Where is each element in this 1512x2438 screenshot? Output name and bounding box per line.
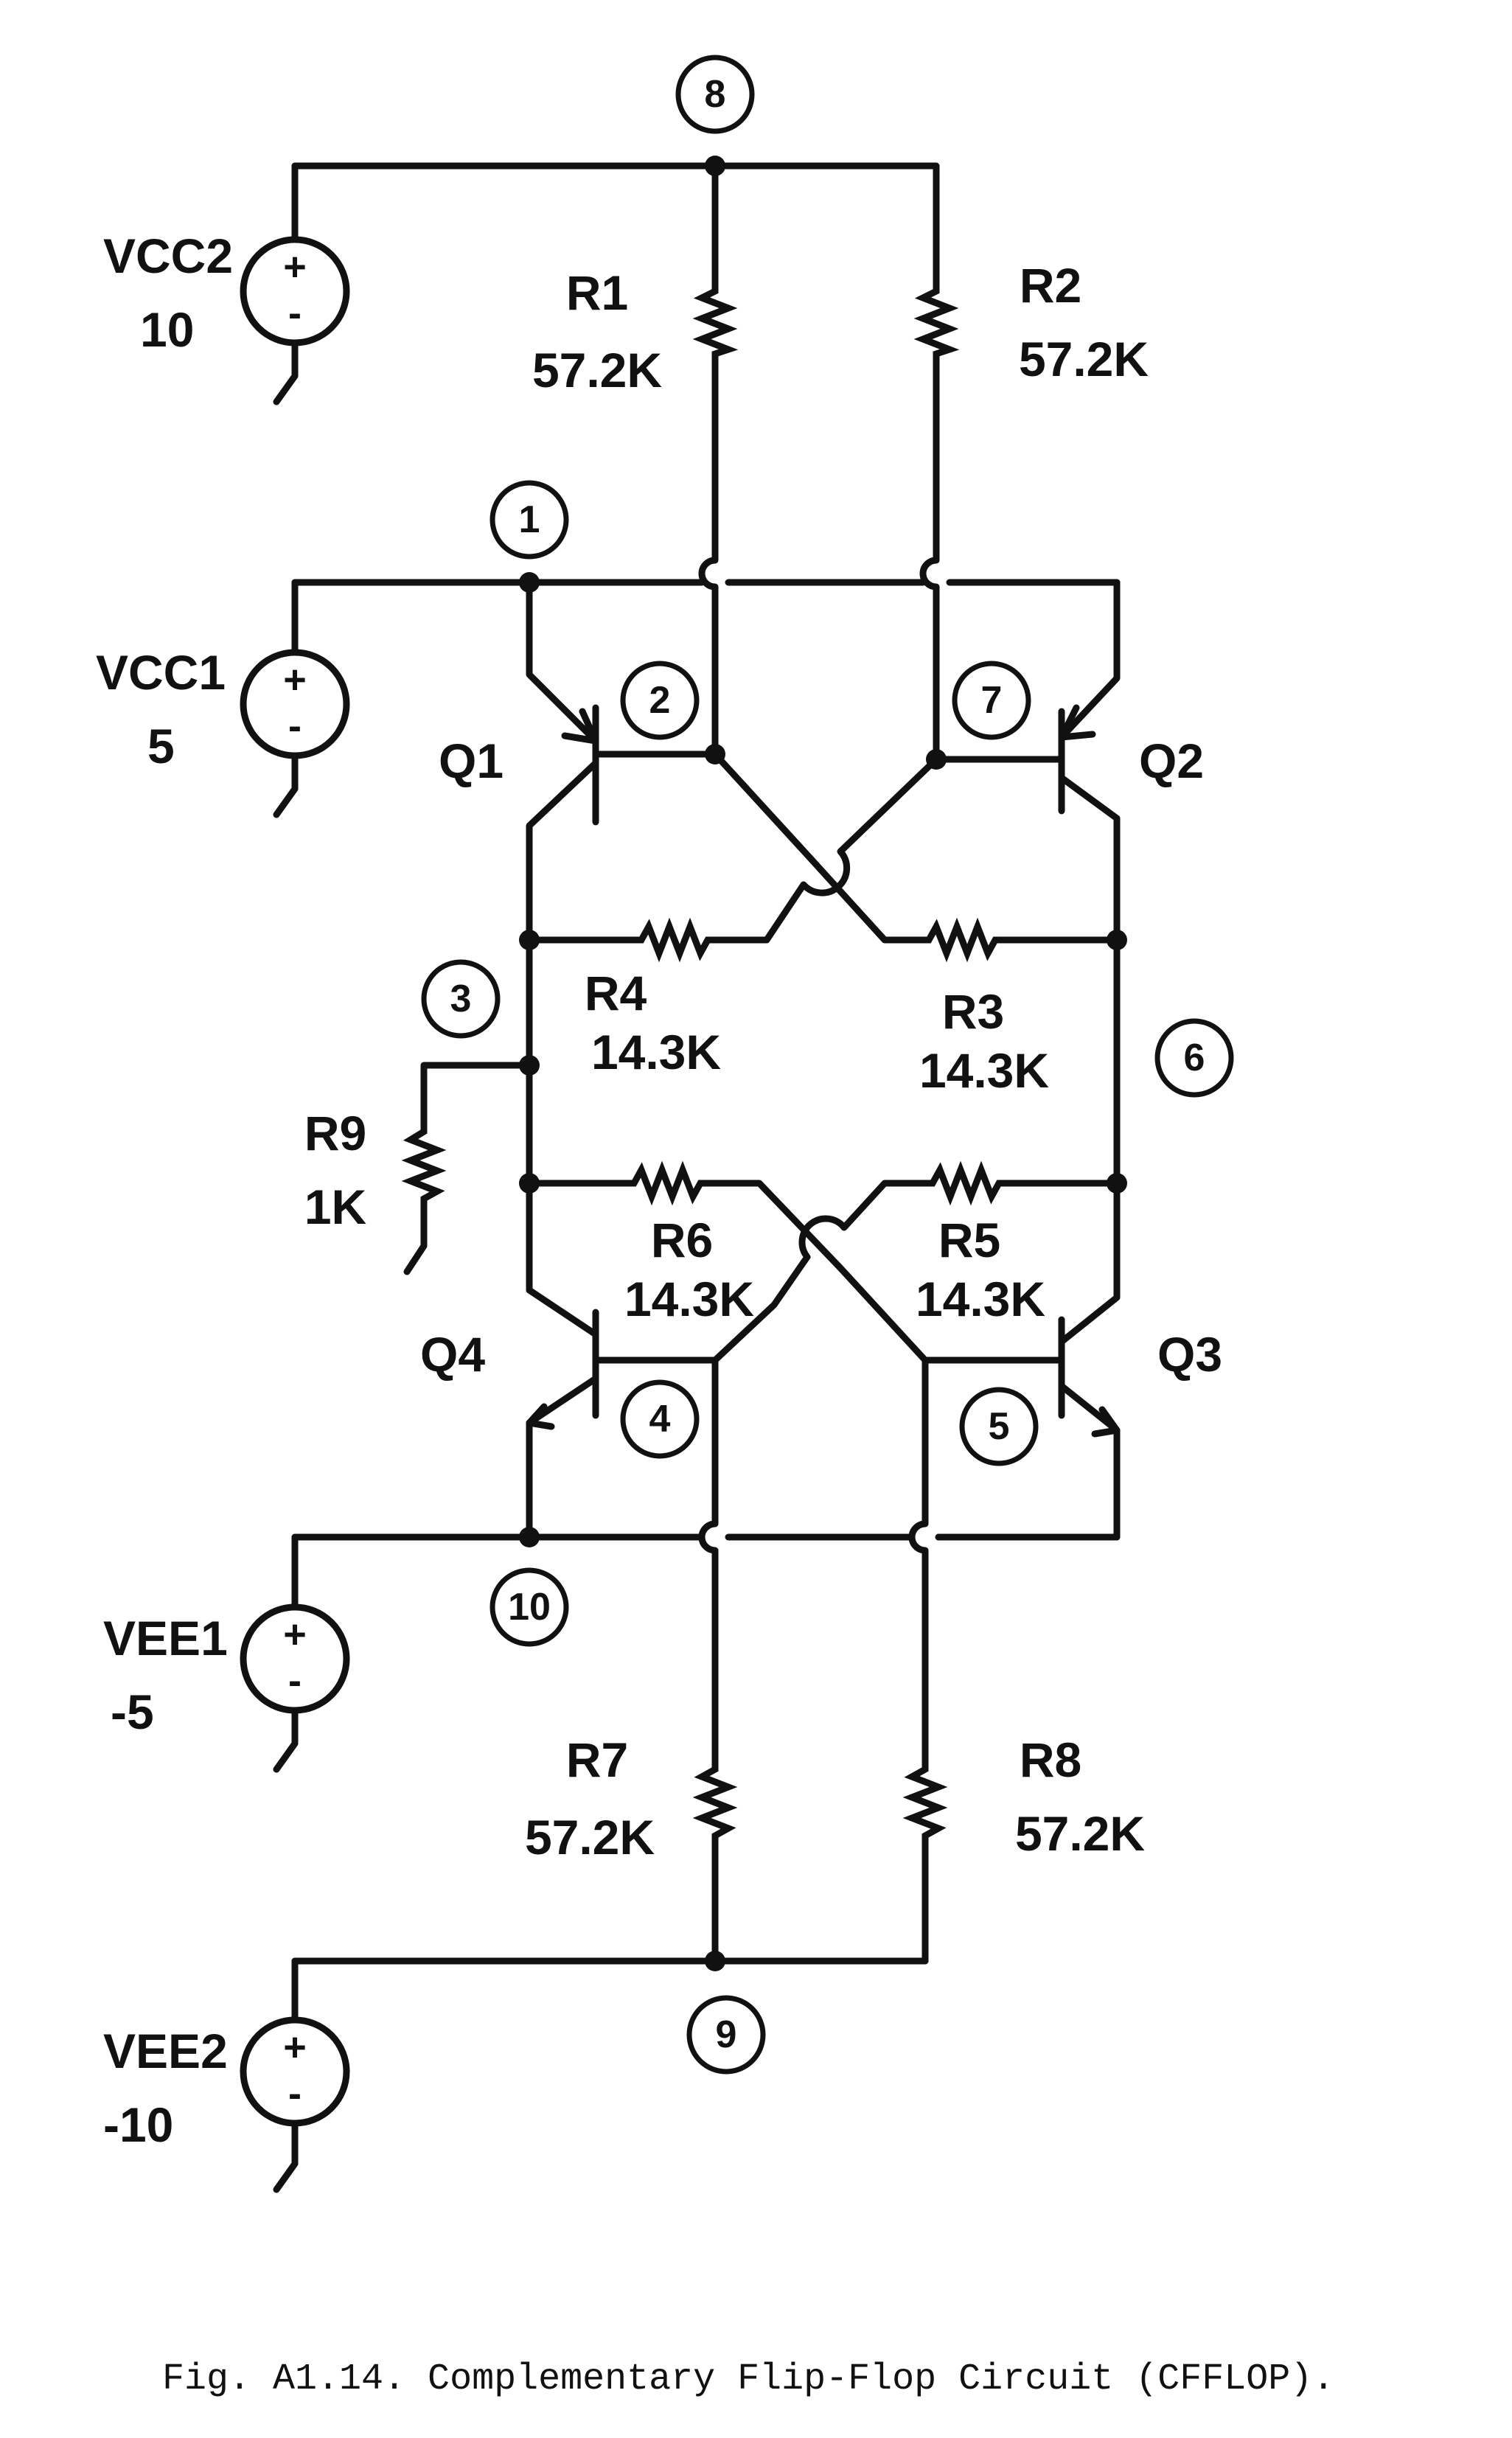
node-7-label: 7 — [952, 661, 1031, 740]
vee1-source-icon: + - — [240, 1603, 350, 1714]
vee1-value: -5 — [111, 1685, 154, 1739]
vee2-name: VEE2 — [103, 2024, 228, 2078]
node-9-label: 9 — [686, 1995, 766, 2075]
svg-text:-: - — [288, 2072, 302, 2116]
vcc1-value: 5 — [147, 719, 175, 773]
r6-name: R6 — [651, 1213, 713, 1267]
r7-value: 57.2K — [525, 1810, 655, 1864]
figure-caption: Fig. A1.14. Complementary Flip-Flop Circ… — [162, 2358, 1334, 2400]
q2-label: Q2 — [1139, 734, 1204, 788]
r8-value: 57.2K — [1015, 1806, 1145, 1861]
r6-value: 14.3K — [624, 1272, 754, 1326]
node-1-label: 1 — [490, 480, 569, 560]
resistor-symbols — [401, 284, 1014, 1843]
svg-text:+: + — [283, 1612, 307, 1657]
node-4-label: 4 — [620, 1379, 700, 1459]
q4-emitter-arrow-icon — [526, 1403, 555, 1430]
r7-name: R7 — [566, 1732, 628, 1787]
node-6-label: 6 — [1154, 1018, 1234, 1098]
vcc2-source-icon: + - — [240, 236, 350, 346]
svg-text:-: - — [288, 704, 302, 748]
r2-zigzag-icon — [913, 284, 960, 358]
r9-zigzag-icon — [401, 1124, 447, 1209]
vcc1-name: VCC1 — [96, 645, 226, 700]
svg-text:8: 8 — [705, 73, 726, 116]
svg-text:3: 3 — [450, 978, 472, 1020]
svg-text:2: 2 — [649, 679, 671, 722]
svg-text:6: 6 — [1184, 1037, 1205, 1079]
voltage-sources: + - + - + - + - — [240, 236, 350, 2127]
r4-name: R4 — [585, 966, 647, 1020]
transistor-labels: Q1 Q2 Q3 Q4 — [420, 734, 1222, 1382]
q3-label: Q3 — [1157, 1327, 1222, 1382]
r5-zigzag-icon — [925, 1160, 1014, 1206]
node-10-label: 10 — [490, 1567, 569, 1647]
svg-text:+: + — [283, 658, 307, 702]
svg-text:9: 9 — [716, 2013, 737, 2056]
node-5-label: 5 — [959, 1387, 1039, 1466]
r7-zigzag-icon — [692, 1762, 738, 1843]
transistor-symbols — [526, 704, 1121, 1438]
source-labels: VCC2 10 VCC1 5 VEE1 -5 VEE2 -10 — [96, 229, 233, 2152]
svg-text:-: - — [288, 291, 302, 335]
node-2-label: 2 — [620, 661, 700, 740]
svg-text:-: - — [288, 1659, 302, 1703]
node-3-label: 3 — [421, 959, 501, 1039]
r2-name: R2 — [1020, 258, 1081, 313]
r9-name: R9 — [304, 1106, 366, 1160]
node-8-label: 8 — [675, 55, 755, 134]
r8-name: R8 — [1020, 1732, 1081, 1787]
vee2-value: -10 — [103, 2097, 173, 2152]
r5-name: R5 — [938, 1213, 1000, 1267]
svg-text:+: + — [283, 245, 307, 289]
r1-zigzag-icon — [692, 284, 739, 358]
r6-zigzag-icon — [627, 1160, 711, 1206]
r3-value: 14.3K — [919, 1043, 1049, 1098]
r8-zigzag-icon — [902, 1762, 948, 1843]
r1-name: R1 — [566, 265, 628, 320]
vcc1-source-icon: + - — [240, 649, 350, 759]
r5-value: 14.3K — [916, 1272, 1045, 1326]
vcc2-value: 10 — [140, 302, 194, 357]
q3-emitter-arrow-icon — [1091, 1406, 1121, 1438]
svg-text:7: 7 — [981, 679, 1003, 722]
vee2-source-icon: + - — [240, 2016, 350, 2127]
q1-label: Q1 — [439, 734, 504, 788]
vcc2-name: VCC2 — [103, 229, 233, 283]
vee1-name: VEE1 — [103, 1611, 228, 1665]
svg-text:1: 1 — [519, 498, 540, 541]
resistor-labels: R1 57.2K R2 57.2K R4 14.3K R3 14.3K R9 1… — [304, 258, 1149, 1864]
r1-value: 57.2K — [532, 343, 662, 397]
q4-label: Q4 — [420, 1327, 485, 1382]
q2-emitter-arrow-icon — [1058, 704, 1096, 741]
wires — [273, 162, 1121, 2193]
r2-value: 57.2K — [1019, 332, 1149, 386]
svg-text:4: 4 — [649, 1398, 671, 1441]
r3-name: R3 — [942, 984, 1004, 1039]
junction-dots — [519, 156, 1127, 1971]
r9-value: 1K — [304, 1180, 367, 1234]
node-labels: 8 1 2 7 3 6 4 5 10 9 — [421, 55, 1234, 2075]
svg-text:5: 5 — [989, 1405, 1010, 1448]
svg-text:+: + — [283, 2025, 307, 2069]
r4-zigzag-icon — [634, 917, 736, 963]
r4-value: 14.3K — [591, 1025, 721, 1079]
r3-zigzag-icon — [922, 917, 1006, 963]
svg-text:10: 10 — [508, 1586, 551, 1629]
q1-emitter-arrow-icon — [561, 708, 599, 745]
